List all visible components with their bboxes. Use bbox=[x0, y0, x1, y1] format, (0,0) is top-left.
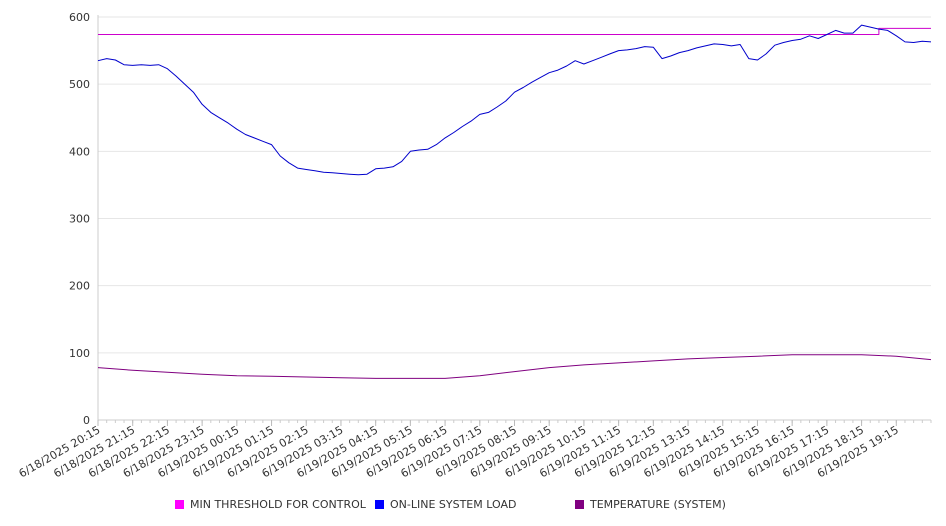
axes bbox=[97, 15, 932, 426]
legend-swatch-min-threshold bbox=[175, 500, 184, 509]
legend-item-system-load: ON-LINE SYSTEM LOAD bbox=[375, 498, 516, 511]
x-axis-ticks: 6/18/2025 20:156/18/2025 21:156/18/2025 … bbox=[17, 423, 901, 480]
y-tick-label-400: 400 bbox=[69, 145, 90, 158]
y-tick-label-300: 300 bbox=[69, 213, 90, 226]
chart-legend: MIN THRESHOLD FOR CONTROL ON-LINE SYSTEM… bbox=[0, 498, 946, 514]
legend-item-min-threshold: MIN THRESHOLD FOR CONTROL bbox=[175, 498, 366, 511]
legend-label-temperature: TEMPERATURE (SYSTEM) bbox=[590, 498, 726, 511]
y-tick-label-100: 100 bbox=[69, 347, 90, 360]
series-line-2 bbox=[97, 354, 932, 379]
series-lines bbox=[97, 24, 932, 379]
legend-label-min-threshold: MIN THRESHOLD FOR CONTROL bbox=[190, 498, 366, 511]
y-tick-label-200: 200 bbox=[69, 280, 90, 293]
grid-lines bbox=[98, 16, 931, 354]
series-line-1 bbox=[97, 24, 932, 176]
y-tick-label-500: 500 bbox=[69, 78, 90, 91]
y-tick-label-600: 600 bbox=[69, 11, 90, 24]
legend-item-temperature: TEMPERATURE (SYSTEM) bbox=[575, 498, 726, 511]
legend-swatch-system-load bbox=[375, 500, 384, 509]
legend-label-system-load: ON-LINE SYSTEM LOAD bbox=[390, 498, 517, 511]
y-axis-ticks: 0 100 200 300 400 500 600 bbox=[69, 11, 90, 427]
series-line-0 bbox=[98, 27, 931, 35]
y-tick-label-0: 0 bbox=[83, 414, 90, 427]
legend-swatch-temperature bbox=[575, 500, 584, 509]
